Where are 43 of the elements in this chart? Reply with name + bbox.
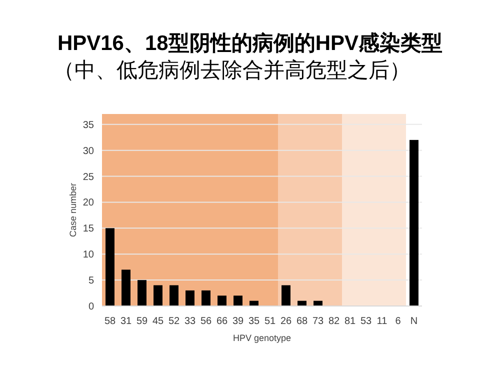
x-axis-title: HPV genotype [232,333,292,343]
y-tick-label: 5 [88,276,94,287]
y-tick-label: 15 [82,224,94,235]
x-tick-label: 39 [232,316,244,327]
x-tick-label: 59 [136,316,148,327]
x-tick-label: 56 [200,316,212,327]
x-tick-label: 58 [104,316,116,327]
x-tick-label: 82 [328,316,340,327]
y-tick-label: 0 [88,302,94,312]
bar [186,290,194,306]
x-tick-label: 26 [280,316,292,327]
x-tick-label: 52 [168,316,180,327]
x-tick-label: N [410,316,418,327]
y-tick-label: 20 [82,198,94,209]
x-tick-label: 35 [248,316,260,327]
bar [138,280,146,306]
x-tick-label: 31 [120,316,132,327]
bar [106,228,114,306]
x-tick-label: 45 [152,316,164,327]
bar [170,285,178,306]
y-tick-label: 35 [82,120,94,131]
bar [282,285,290,306]
bar [234,296,242,306]
y-tick-label: 10 [82,250,94,261]
bar [410,140,418,306]
y-axis-title: Case number [68,182,78,238]
x-tick-label: 11 [376,316,388,327]
bar [122,270,130,306]
x-tick-label: 6 [395,316,402,327]
x-tick-label: 33 [184,316,196,327]
x-tick-label: 66 [216,316,228,327]
bar [218,296,226,306]
x-tick-label: 81 [344,316,356,327]
chart-title: HPV16、18型阴性的病例的HPV感染类型 [57,31,443,55]
y-tick-label: 25 [82,172,94,183]
bar [154,285,162,306]
x-tick-label: 68 [296,316,308,327]
x-tick-label: 51 [264,316,276,327]
chart-subtitle: （中、低危病例去除合并高危型之后） [54,59,410,82]
x-tick-label: 73 [312,316,324,327]
bar [202,290,210,306]
x-tick-label: 53 [360,316,372,327]
y-tick-label: 30 [82,146,94,157]
